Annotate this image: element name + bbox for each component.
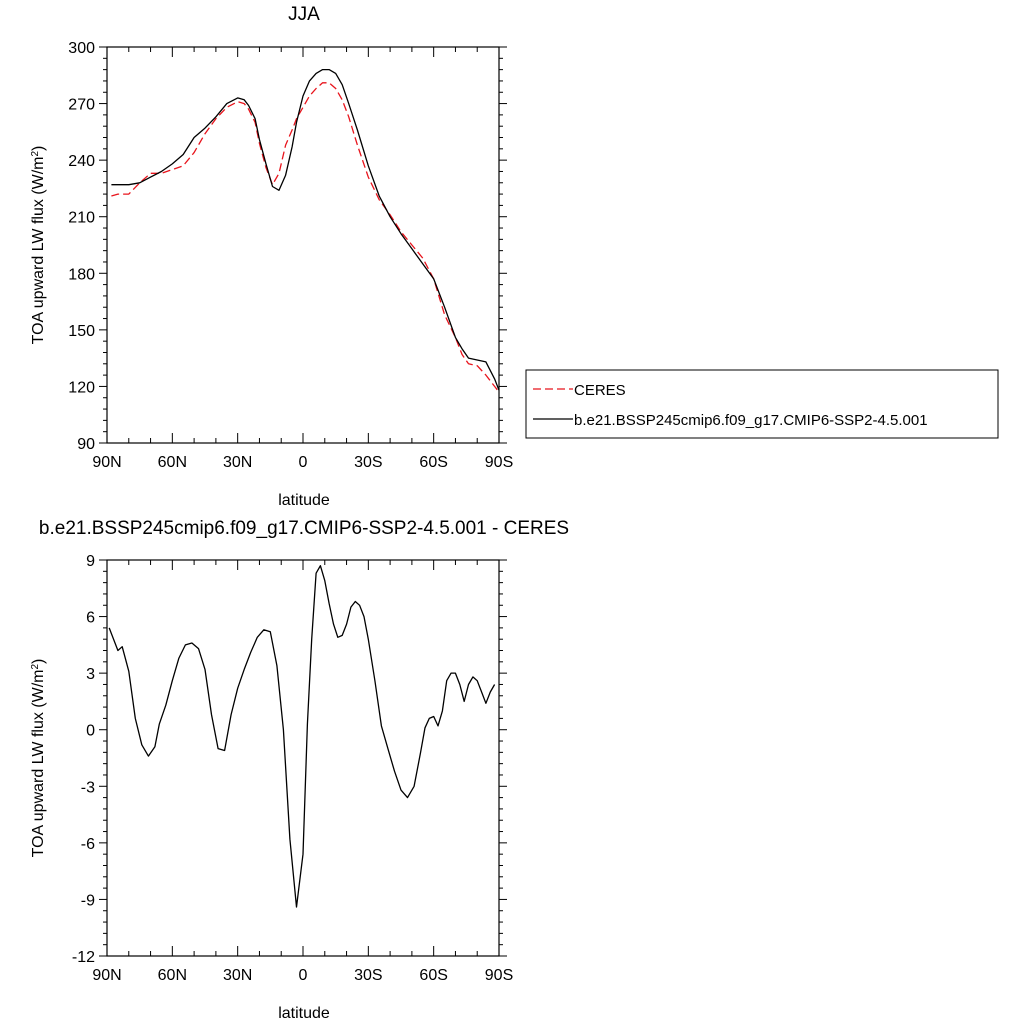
top-x-axis-label: latitude xyxy=(278,492,330,509)
top-series xyxy=(111,68,500,393)
top-x-tick-label: 90S xyxy=(485,454,513,471)
bottom-x-tick-label: 60N xyxy=(158,967,187,984)
top-ticks: 90N 60N 30N 0 30S 60S 90S 90 120 150 180 210 240 270 3… xyxy=(68,40,513,471)
top-x-tick-label: 30N xyxy=(223,454,252,471)
top-panel-title: JJA xyxy=(288,4,320,25)
legend-label-ceres: CERES xyxy=(574,382,626,399)
top-y-axis-label: TOA upward LW flux (W/m2) xyxy=(30,146,48,345)
top-x-tick-label: 30S xyxy=(354,454,382,471)
top-plot-frame xyxy=(106,46,500,444)
bottom-y-tick-label: 0 xyxy=(86,723,95,740)
top-y-tick-label: 270 xyxy=(68,97,95,114)
bottom-series xyxy=(108,565,496,908)
bottom-y-tick-label: 9 xyxy=(86,553,95,570)
bottom-panel-title: b.e21.BSSP245cmip6.f09_g17.CMIP6-SSP2-4.… xyxy=(39,518,569,539)
top-x-tick-label: 60N xyxy=(158,454,187,471)
legend-frame xyxy=(525,369,999,439)
bottom-x-axis-label: latitude xyxy=(278,1005,330,1022)
bottom-y-tick-label: -9 xyxy=(81,892,95,909)
bottom-x-tick-label: 30S xyxy=(354,967,382,984)
top-x-tick-label: 0 xyxy=(299,454,308,471)
bottom-y-tick-label: 6 xyxy=(86,610,95,627)
bottom-y-axis-label: TOA upward LW flux (W/m2) xyxy=(30,659,48,858)
top-y-tick-label: 210 xyxy=(68,210,95,227)
top-y-tick-label: 150 xyxy=(68,323,95,340)
top-y-tick-label: 300 xyxy=(68,40,95,57)
bottom-y-tick-label: -3 xyxy=(81,779,95,796)
legend-label-model: b.e21.BSSP245cmip6.f09_g17.CMIP6-SSP2-4.… xyxy=(574,412,928,429)
bottom-series-line-0 xyxy=(108,565,496,908)
bottom-x-tick-label: 30N xyxy=(223,967,252,984)
bottom-plot-frame xyxy=(106,559,500,957)
top-x-tick-label: 90N xyxy=(92,454,121,471)
top-y-tick-label: 120 xyxy=(68,379,95,396)
bottom-panel: b.e21.BSSP245cmip6.f09_g17.CMIP6-SSP2-4.… xyxy=(30,518,570,1022)
bottom-y-tick-label: -6 xyxy=(81,836,95,853)
top-series-line-0 xyxy=(111,82,500,393)
top-x-tick-label: 60S xyxy=(419,454,447,471)
bottom-x-tick-label: 90S xyxy=(485,967,513,984)
bottom-y-tick-label: -12 xyxy=(72,949,95,966)
top-y-tick-label: 90 xyxy=(77,436,95,453)
bottom-x-tick-label: 90N xyxy=(92,967,121,984)
top-panel: JJA 90N 60N 30N 0 30S 60S 90S 90 120 150 180 210 240… xyxy=(30,4,514,509)
legend: CERES b.e21.BSSP245cmip6.f09_g17.CMIP6-S… xyxy=(525,369,999,439)
top-y-tick-label: 240 xyxy=(68,153,95,170)
bottom-x-tick-label: 0 xyxy=(299,967,308,984)
bottom-ticks: 90N 60N 30N 0 30S 60S 90S -12 -9 -6 -3 0 3 6 9 xyxy=(72,553,513,984)
top-series-line-1 xyxy=(111,68,500,391)
top-y-tick-label: 180 xyxy=(68,266,95,283)
bottom-y-tick-label: 3 xyxy=(86,666,95,683)
bottom-x-tick-label: 60S xyxy=(419,967,447,984)
